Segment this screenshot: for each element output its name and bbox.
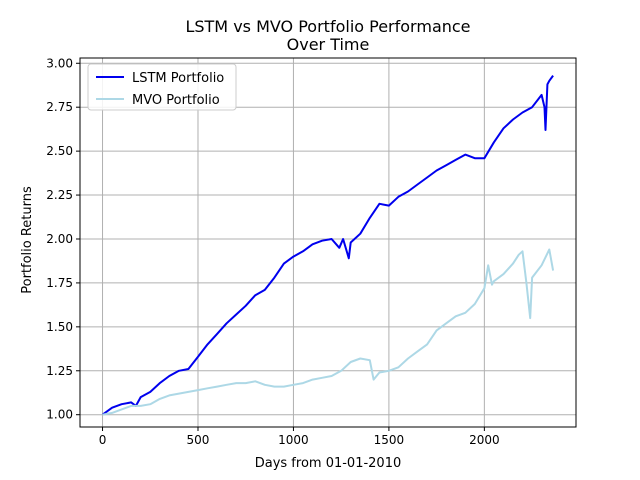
y-axis-ticks: 1.00 1.25 1.50 1.75 2.00 2.25 2.50 2.75 3.00 bbox=[46, 56, 80, 422]
series-line-mvo-portfolio bbox=[102, 248, 555, 416]
series-line-lstm-portfolio bbox=[101, 75, 554, 416]
chart-title-line2: Over Time bbox=[287, 35, 370, 54]
x-tick-label: 0 bbox=[99, 433, 107, 447]
y-tick-label: 1.00 bbox=[46, 408, 73, 422]
plot-frame bbox=[79, 57, 577, 428]
y-tick-label: 2.25 bbox=[46, 188, 73, 202]
legend-label: MVO Portfolio bbox=[132, 93, 220, 108]
y-tick-label: 1.50 bbox=[46, 320, 73, 334]
x-tick-label: 1000 bbox=[278, 433, 309, 447]
y-tick-label: 1.75 bbox=[46, 276, 73, 290]
series-lines bbox=[101, 75, 555, 416]
x-axis-label: Days from 01-01-2010 bbox=[255, 456, 402, 471]
y-axis-label: Portfolio Returns bbox=[20, 186, 35, 294]
y-tick-label: 1.25 bbox=[46, 364, 73, 378]
x-axis-ticks: 0 500 1000 1500 2000 bbox=[99, 427, 500, 447]
y-tick-label: 3.00 bbox=[46, 56, 73, 70]
x-tick-label: 2000 bbox=[469, 433, 500, 447]
legend: LSTM Portfolio MVO Portfolio bbox=[87, 63, 237, 111]
y-tick-label: 2.00 bbox=[46, 232, 73, 246]
x-tick-label: 1500 bbox=[374, 433, 405, 447]
y-tick-label: 2.75 bbox=[46, 100, 73, 114]
legend-box bbox=[87, 63, 237, 111]
y-tick-label: 2.50 bbox=[46, 144, 73, 158]
legend-label: LSTM Portfolio bbox=[132, 71, 224, 86]
chart-title-line1: LSTM vs MVO Portfolio Performance bbox=[185, 17, 470, 36]
x-tick-label: 500 bbox=[187, 433, 210, 447]
